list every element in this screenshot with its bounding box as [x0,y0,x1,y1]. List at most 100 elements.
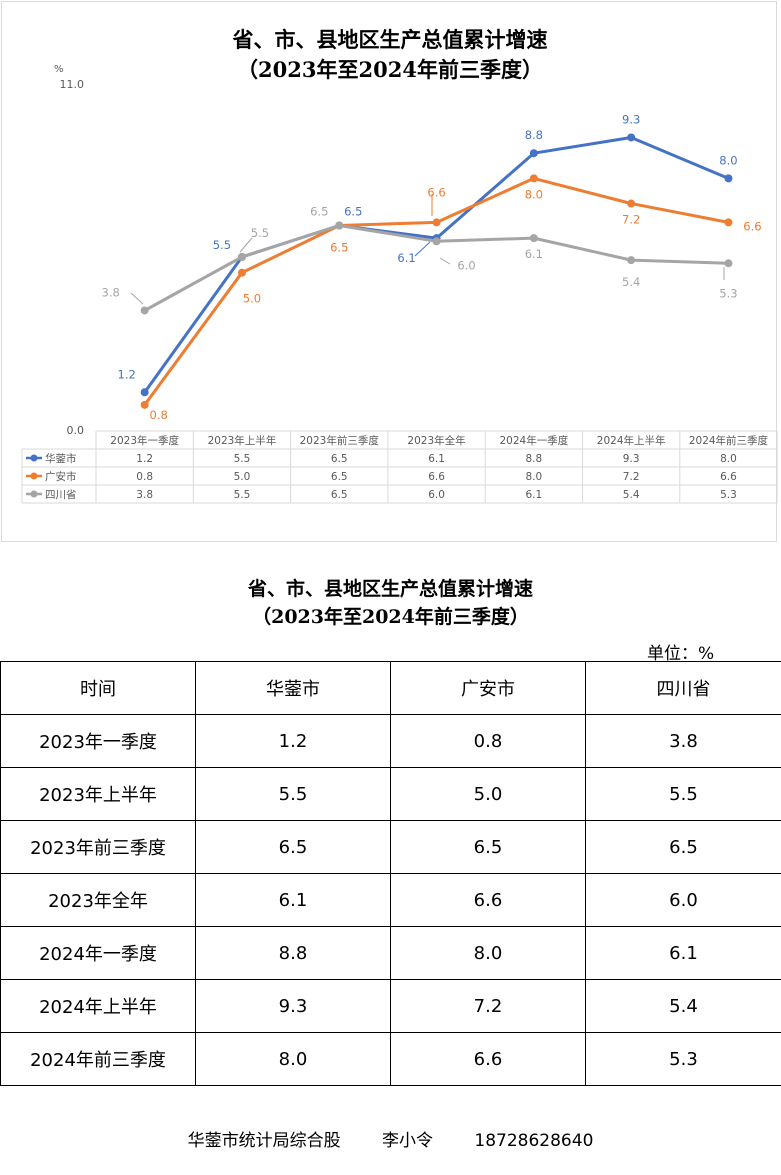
chart-subtitle: （2023年至2024年前三季度） [237,57,543,82]
data-label: 5.5 [213,238,231,252]
table-value: 6.1 [525,489,542,501]
table-row: 2023年全年 6.1 6.6 6.0 [0,873,781,927]
cell-period: 2023年上半年 [0,767,196,821]
data-point [140,400,149,409]
table-value: 8.0 [525,471,542,483]
table-row: 2024年一季度 8.8 8.0 6.1 [0,926,781,980]
table-value: 6.6 [428,471,445,483]
table-value: 3.8 [136,489,153,501]
data-label: 6.1 [525,247,543,261]
x-tick-label: 2023年一季度 [110,434,179,447]
leader-line [239,237,253,253]
cell-sichuan: 6.1 [585,926,781,980]
table-subtitle: （2023年至2024年前三季度） [252,606,529,628]
cell-huaying: 5.5 [195,767,391,821]
data-label: 6.6 [743,219,761,233]
x-tick-label: 2024年上半年 [597,434,666,447]
cell-sichuan: 5.5 [585,767,781,821]
table-value: 0.8 [136,471,153,483]
cell-sichuan: 6.5 [585,820,781,874]
leader-line [439,257,451,265]
data-label: 6.5 [344,205,362,219]
cell-huaying: 8.0 [195,1032,391,1086]
x-tick-label: 2023年上半年 [208,434,277,447]
data-label: 8.8 [525,128,543,142]
data-label: 3.8 [102,285,120,299]
data-point [140,388,149,397]
cell-huaying: 8.8 [195,926,391,980]
cell-period: 2024年上半年 [0,979,196,1033]
x-tick-label: 2024年前三季度 [689,434,769,447]
legend-key-marker [30,490,38,498]
cell-sichuan: 5.4 [585,979,781,1033]
unit-label: 单位：% [647,644,715,664]
data-point [627,133,636,142]
data-point [724,259,733,268]
table-value: 6.6 [720,471,737,483]
cell-guangan: 6.5 [390,820,586,874]
data-point [627,256,636,265]
cell-period: 2024年一季度 [0,926,196,980]
cell-guangan: 7.2 [390,979,586,1033]
data-table: 时间 华蓥市 广安市 四川省 2023年一季度 1.2 0.8 3.8 2023年上半… [0,661,781,1086]
table-value: 6.5 [331,471,348,483]
table-value: 9.3 [623,453,640,465]
y-axis-unit: % [54,64,64,75]
legend-key-marker [30,472,38,480]
table-value: 6.1 [428,453,445,465]
cell-guangan: 6.6 [390,873,586,927]
leader-line [414,241,431,257]
header-sichuan: 四川省 [585,661,781,715]
data-point [724,174,733,183]
data-label: 5.0 [243,292,261,306]
table-title: 省、市、县地区生产总值累计增速 [247,578,533,600]
table-value: 5.3 [720,489,737,501]
data-label: 5.4 [622,275,640,289]
cell-huaying: 9.3 [195,979,391,1033]
data-point [237,268,246,277]
data-label: 9.3 [622,112,640,126]
footer-department: 华蓥市统计局综合股 [187,1131,341,1151]
chart-title: 省、市、县地区生产总值累计增速 [232,27,548,52]
cell-period: 2023年前三季度 [0,820,196,874]
footer: 华蓥市统计局综合股 李小令 18728628640 [0,1126,781,1151]
cell-sichuan: 5.3 [585,1032,781,1086]
header-guangan: 广安市 [390,661,586,715]
table-row: 2023年一季度 1.2 0.8 3.8 [0,714,781,768]
table-value: 6.0 [428,489,445,501]
data-label: 6.0 [457,258,475,272]
table-row: 2023年前三季度 6.5 6.5 6.5 [0,820,781,874]
series-line-0 [143,136,729,394]
data-point [529,149,538,158]
x-tick-label: 2024年一季度 [499,434,568,447]
data-label: 5.3 [719,286,737,300]
data-point [724,218,733,227]
data-point [335,221,344,230]
data-label: 0.8 [150,408,168,422]
table-value: 5.5 [234,489,251,501]
table-value: 8.0 [720,453,737,465]
data-point [529,234,538,243]
table-value: 6.5 [331,489,348,501]
footer-person: 李小令 [382,1131,433,1151]
data-label: 6.5 [310,205,328,219]
table-value: 5.0 [234,471,251,483]
y-tick-label: 0.0 [67,424,85,437]
table-row: 2024年前三季度 8.0 6.6 5.3 [0,1032,781,1086]
header-time: 时间 [0,661,196,715]
table-value: 5.4 [623,489,640,501]
cell-huaying: 6.1 [195,873,391,927]
cell-sichuan: 6.0 [585,873,781,927]
table-value: 1.2 [136,453,153,465]
data-point [432,218,441,227]
cell-period: 2023年全年 [0,873,196,927]
data-point [529,174,538,183]
series-line-1 [143,176,729,406]
table-header-row: 时间 华蓥市 广安市 四川省 [0,661,781,715]
data-label: 8.0 [719,153,737,167]
cell-huaying: 6.5 [195,820,391,874]
line-chart: % 11.0 0.0 1.2 5.5 6.5 6.1 8.8 9.3 8.0 0.8 5.0 6.5 6.… [21,64,778,504]
y-tick-label: 11.0 [60,78,85,91]
header-huaying: 华蓥市 [195,661,391,715]
cell-guangan: 6.6 [390,1032,586,1086]
